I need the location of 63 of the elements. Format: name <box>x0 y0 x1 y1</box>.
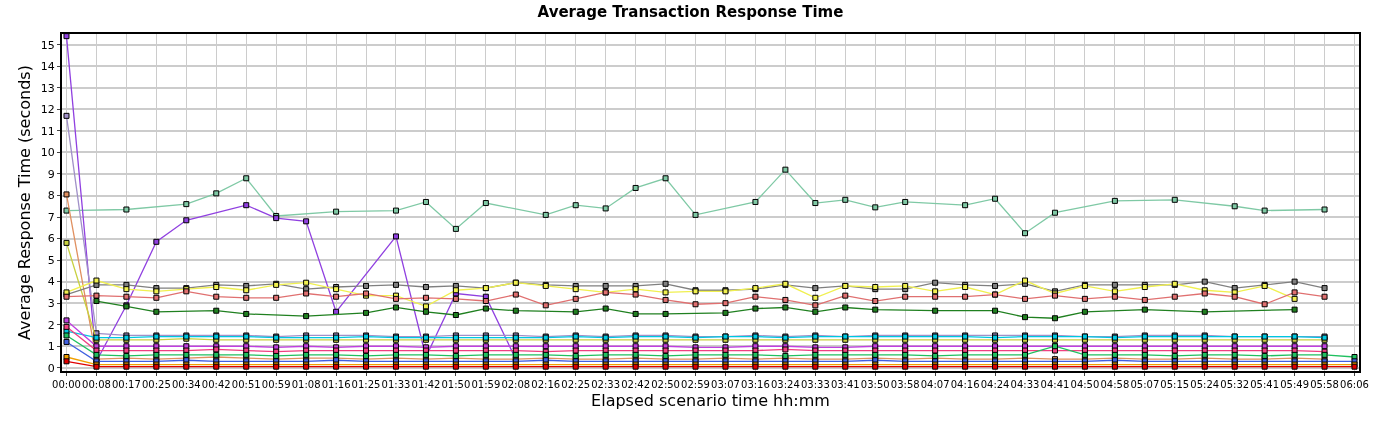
x-tick-label: 02:08 <box>501 379 531 390</box>
x-tick-label: 02:16 <box>531 379 561 390</box>
x-tick-label: 04:16 <box>950 379 980 390</box>
y-tick-label: 0 <box>47 361 55 375</box>
x-tick-label: 05:24 <box>1190 379 1220 390</box>
y-tick-label: 4 <box>47 275 55 289</box>
x-tick-label: 03:24 <box>770 379 800 390</box>
x-tick-label: 00:08 <box>82 379 111 390</box>
x-tick-label: 05:49 <box>1280 379 1310 390</box>
x-tick-label: 02:59 <box>681 379 710 390</box>
y-tick-label: 1 <box>47 340 55 354</box>
x-tick-label: 00:34 <box>171 379 201 390</box>
x-tick-label: 05:41 <box>1250 379 1280 390</box>
x-tick-label: 04:24 <box>980 379 1010 390</box>
y-axis-title: Average Response Time (seconds) <box>15 65 35 340</box>
x-tick-label: 02:33 <box>591 379 621 390</box>
y-tick-label: 8 <box>47 189 55 203</box>
x-tick-label: 01:50 <box>441 379 471 390</box>
x-tick-label: 00:00 <box>52 379 81 390</box>
x-tick-label: 04:50 <box>1070 379 1100 390</box>
x-tick-label: 05:32 <box>1220 379 1250 390</box>
y-tick-label: 10 <box>40 146 55 160</box>
x-tick-label: 01:25 <box>351 379 381 390</box>
x-tick-label: 00:51 <box>231 379 261 390</box>
y-tick-label: 7 <box>47 210 55 224</box>
y-tick-label: 11 <box>40 124 55 138</box>
y-tick-label: 9 <box>47 167 55 181</box>
x-tick-label: 05:07 <box>1130 379 1160 390</box>
y-tick-label: 3 <box>47 297 55 311</box>
x-tick-label: 04:58 <box>1100 379 1130 390</box>
x-tick-label: 03:50 <box>860 379 890 390</box>
y-tick-label: 5 <box>47 253 55 267</box>
x-tick-label: 02:25 <box>561 379 591 390</box>
y-tick-label: 12 <box>40 103 55 117</box>
y-tick-label: 14 <box>40 60 55 74</box>
y-tick-label: 2 <box>47 318 55 332</box>
x-tick-label: 01:16 <box>321 379 351 390</box>
x-tick-label: 00:42 <box>201 379 231 390</box>
x-tick-label: 04:33 <box>1010 379 1040 390</box>
x-tick-label: 03:58 <box>890 379 920 390</box>
x-tick-label: 03:41 <box>830 379 860 390</box>
chart-title: Average Transaction Response Time <box>537 2 844 21</box>
x-tick-label: 00:59 <box>261 379 291 390</box>
y-tick-label: 6 <box>47 232 55 246</box>
y-tick-label: 13 <box>40 81 55 95</box>
x-tick-label: 01:33 <box>381 379 411 390</box>
x-tick-label: 01:59 <box>471 379 501 390</box>
x-tick-label: 00:25 <box>141 379 171 390</box>
x-tick-label: 05:58 <box>1310 379 1339 390</box>
x-tick-label: 01:42 <box>411 379 441 390</box>
x-tick-label: 02:50 <box>651 379 680 390</box>
y-tick-label: 15 <box>40 38 55 52</box>
x-tick-label: 03:33 <box>800 379 830 390</box>
x-tick-label: 03:07 <box>711 379 740 390</box>
x-tick-label: 06:06 <box>1340 379 1369 390</box>
x-axis-title: Elapsed scenario time hh:mm <box>591 391 830 411</box>
x-tick-label: 00:17 <box>111 379 141 390</box>
x-tick-label: 01:08 <box>291 379 321 390</box>
x-tick-label: 03:16 <box>741 379 770 390</box>
x-tick-label: 05:15 <box>1160 379 1190 390</box>
x-tick-label: 04:07 <box>920 379 950 390</box>
x-tick-label: 04:41 <box>1040 379 1070 390</box>
x-tick-label: 02:42 <box>621 379 651 390</box>
